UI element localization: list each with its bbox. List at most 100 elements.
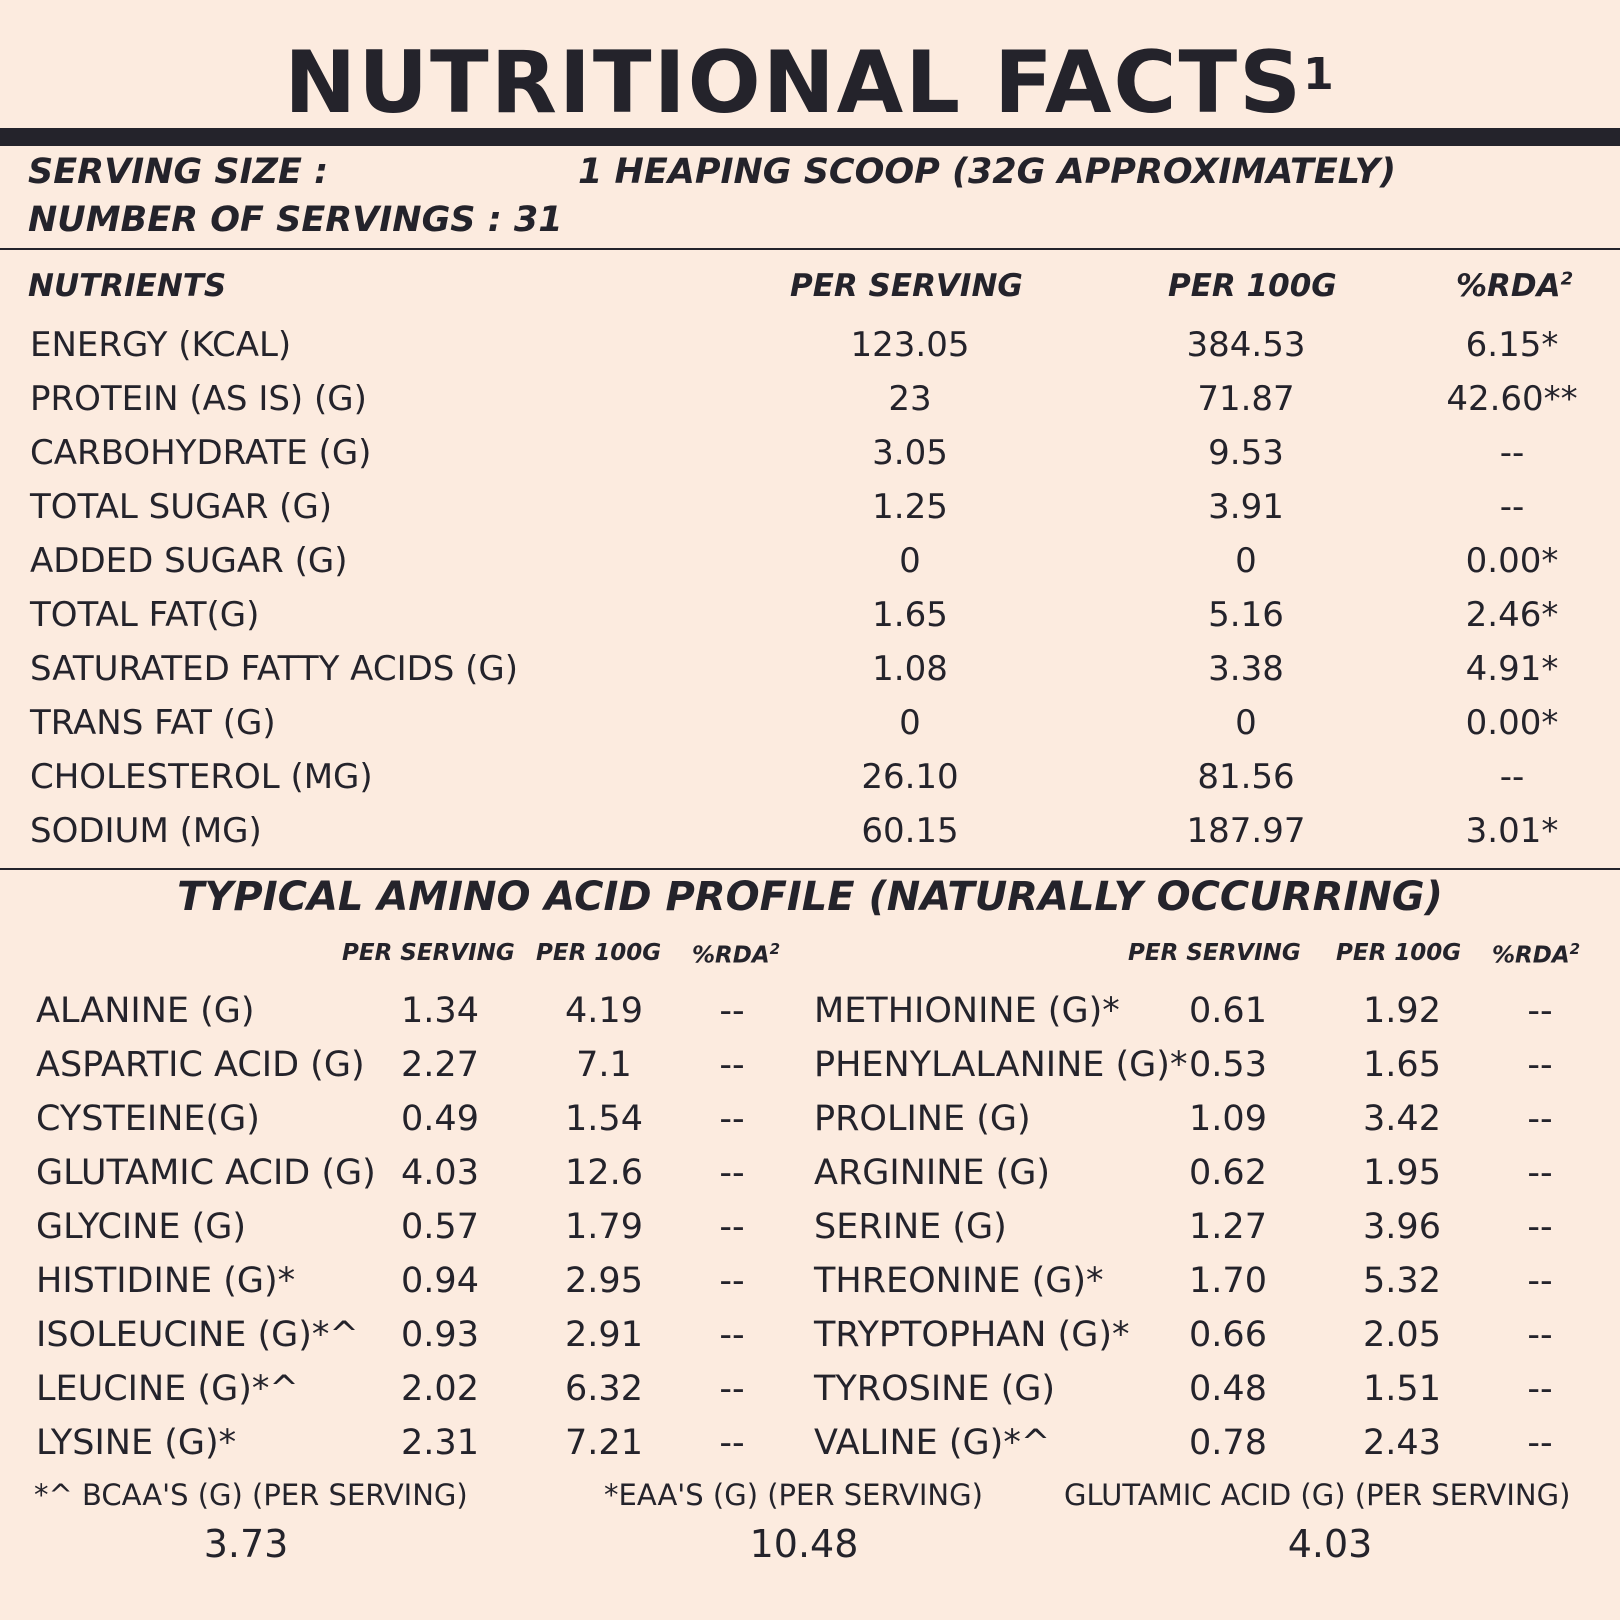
rda-header: %RDA2: [1456, 268, 1573, 304]
nutrient-per-serving: 1.08: [872, 649, 948, 689]
amino-per-serving: 2.02: [401, 1369, 479, 1409]
nutrients-header: NUTRIENTS: [28, 268, 227, 304]
per-serving-header: PER SERVING: [790, 268, 1023, 304]
nutrient-per-serving: 0: [899, 703, 921, 743]
amino-per-100g: 2.05: [1363, 1315, 1441, 1355]
amino-rda: --: [719, 1423, 745, 1463]
amino-acid-name: LEUCINE (G)*^: [36, 1369, 299, 1409]
number-of-servings: NUMBER OF SERVINGS : 31: [28, 200, 563, 240]
amino-per-100g: 7.1: [576, 1045, 632, 1085]
amino-per-serving: 1.09: [1189, 1099, 1267, 1139]
nutrient-row: SATURATED FATTY ACIDS (G) 1.08 3.38 4.91*: [0, 642, 1620, 696]
amino-rda: --: [719, 1369, 745, 1409]
amino-right-rda-header: %RDA2: [1492, 940, 1580, 969]
amino-right-row: THREONINE (G)* 1.70 5.32 --: [814, 1254, 1594, 1308]
nutrient-row: TOTAL SUGAR (G) 1.25 3.91 --: [0, 480, 1620, 534]
nutrient-per-serving: 60.15: [861, 811, 959, 851]
nutrient-per-100g: 0: [1235, 703, 1257, 743]
amino-acid-name: LYSINE (G)*: [36, 1423, 237, 1463]
title-text: NUTRITIONAL FACTS: [284, 33, 1304, 133]
amino-rda: --: [1527, 991, 1553, 1031]
rda-footnote-marker: 2: [1560, 268, 1574, 290]
amino-acid-name: SERINE (G): [814, 1207, 1007, 1247]
nutrient-rda: 42.60**: [1446, 379, 1578, 419]
amino-left-row: GLYCINE (G) 0.57 1.79 --: [36, 1200, 816, 1254]
amino-right-row: TYROSINE (G) 0.48 1.51 --: [814, 1362, 1594, 1416]
amino-per-100g: 1.65: [1363, 1045, 1441, 1085]
amino-per-serving: 0.62: [1189, 1153, 1267, 1193]
nutrient-name: SODIUM (MG): [30, 811, 262, 851]
amino-per-serving: 0.78: [1189, 1423, 1267, 1463]
nutrient-name: TOTAL SUGAR (G): [30, 487, 333, 527]
nutrient-row: CARBOHYDRATE (G) 3.05 9.53 --: [0, 426, 1620, 480]
amino-per-100g: 3.42: [1363, 1099, 1441, 1139]
amino-rda: --: [1527, 1315, 1553, 1355]
amino-per-100g: 12.6: [565, 1153, 643, 1193]
nutrient-name: SATURATED FATTY ACIDS (G): [30, 649, 519, 689]
nutrient-name: ADDED SUGAR (G): [30, 541, 348, 581]
amino-per-100g: 2.91: [565, 1315, 643, 1355]
amino-rda: --: [1527, 1423, 1553, 1463]
nutrient-per-100g: 71.87: [1197, 379, 1295, 419]
nutrient-name: TOTAL FAT(G): [30, 595, 260, 635]
page-title: NUTRITIONAL FACTS1: [0, 28, 1620, 138]
nutrient-per-100g: 9.53: [1208, 433, 1284, 473]
amino-right-row: METHIONINE (G)* 0.61 1.92 --: [814, 984, 1594, 1038]
amino-left-row: GLUTAMIC ACID (G) 4.03 12.6 --: [36, 1146, 816, 1200]
amino-per-serving: 4.03: [401, 1153, 479, 1193]
nutrient-row: PROTEIN (AS IS) (G) 23 71.87 42.60**: [0, 372, 1620, 426]
amino-per-serving: 2.27: [401, 1045, 479, 1085]
nutrient-name: ENERGY (KCAL): [30, 325, 292, 365]
amino-per-100g: 4.19: [565, 991, 643, 1031]
nutrient-row: SODIUM (MG) 60.15 187.97 3.01*: [0, 804, 1620, 858]
amino-per-serving: 0.48: [1189, 1369, 1267, 1409]
amino-left-row: ASPARTIC ACID (G) 2.27 7.1 --: [36, 1038, 816, 1092]
nutrient-per-100g: 81.56: [1197, 757, 1295, 797]
amino-acid-name: PROLINE (G): [814, 1099, 1031, 1139]
nutrient-rda: 3.01*: [1465, 811, 1559, 851]
amino-right-per-100g-header: PER 100G: [1336, 940, 1462, 966]
serving-divider: [0, 248, 1620, 250]
amino-per-serving: 0.49: [401, 1099, 479, 1139]
eaa-value: 10.48: [749, 1522, 859, 1566]
nutrient-rda: 2.46*: [1465, 595, 1559, 635]
amino-per-serving: 1.70: [1189, 1261, 1267, 1301]
amino-acid-name: ALANINE (G): [36, 991, 255, 1031]
amino-per-serving: 0.94: [401, 1261, 479, 1301]
amino-per-100g: 1.95: [1363, 1153, 1441, 1193]
serving-size-value: 1 HEAPING SCOOP (32G APPROXIMATELY): [578, 152, 1396, 192]
amino-acid-name: ARGININE (G): [814, 1153, 1051, 1193]
amino-rda: --: [719, 1099, 745, 1139]
amino-per-serving: 0.66: [1189, 1315, 1267, 1355]
amino-rda: --: [1527, 1153, 1553, 1193]
amino-rda: --: [719, 1315, 745, 1355]
nutrient-per-100g: 384.53: [1186, 325, 1306, 365]
nutrient-rda: --: [1499, 433, 1525, 473]
amino-rda: --: [1527, 1099, 1553, 1139]
bcaa-label: *^ BCAA'S (G) (PER SERVING): [34, 1478, 468, 1512]
nutrient-name: CARBOHYDRATE (G): [30, 433, 372, 473]
amino-acid-name: GLUTAMIC ACID (G): [36, 1153, 376, 1193]
amino-right-row: TRYPTOPHAN (G)* 0.66 2.05 --: [814, 1308, 1594, 1362]
amino-per-serving: 0.61: [1189, 991, 1267, 1031]
amino-rda: --: [719, 1045, 745, 1085]
glutamic-acid-value: 4.03: [1287, 1522, 1373, 1566]
amino-left-row: LEUCINE (G)*^ 2.02 6.32 --: [36, 1362, 816, 1416]
amino-rda: --: [1527, 1045, 1553, 1085]
nutrient-row: TOTAL FAT(G) 1.65 5.16 2.46*: [0, 588, 1620, 642]
amino-right-row: PHENYLALANINE (G)* 0.53 1.65 --: [814, 1038, 1594, 1092]
amino-acid-name: PHENYLALANINE (G)*: [814, 1045, 1188, 1085]
amino-acid-name: ASPARTIC ACID (G): [36, 1045, 365, 1085]
amino-acid-name: THREONINE (G)*: [814, 1261, 1104, 1301]
amino-right-row: SERINE (G) 1.27 3.96 --: [814, 1200, 1594, 1254]
amino-acid-name: VALINE (G)*^: [814, 1423, 1051, 1463]
amino-acid-name: METHIONINE (G)*: [814, 991, 1120, 1031]
amino-right-row: VALINE (G)*^ 0.78 2.43 --: [814, 1416, 1594, 1470]
amino-rda: --: [719, 991, 745, 1031]
amino-per-100g: 7.21: [565, 1423, 643, 1463]
amino-acid-name: GLYCINE (G): [36, 1207, 247, 1247]
amino-left-rda-marker: 2: [769, 940, 781, 958]
nutrient-name: TRANS FAT (G): [30, 703, 276, 743]
nutrient-per-serving: 123.05: [850, 325, 970, 365]
amino-per-100g: 6.32: [565, 1369, 643, 1409]
